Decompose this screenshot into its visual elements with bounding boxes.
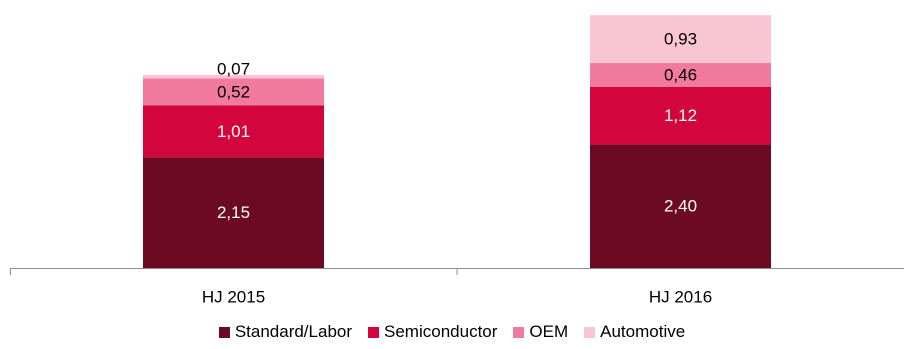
legend-swatch	[368, 326, 380, 338]
bar-segment	[590, 63, 771, 87]
data-label: 0,52	[217, 82, 250, 101]
legend-item: OEM	[513, 322, 568, 342]
data-label: 1,01	[217, 122, 250, 141]
bar-segment	[590, 15, 771, 64]
data-label: 2,40	[664, 197, 697, 216]
legend-label: Automotive	[600, 322, 686, 341]
legend-swatch	[584, 326, 596, 338]
legend-item: Semiconductor	[368, 322, 497, 342]
bars-layer	[143, 15, 771, 268]
bar-segment	[590, 86, 771, 145]
data-label: 1,12	[664, 106, 697, 125]
bar-segment	[143, 78, 324, 106]
data-label: 0,46	[664, 65, 697, 84]
x-tick-label: HJ 2015	[202, 288, 265, 307]
data-labels-layer: 2,15 1,01 0,52 0,07 2,40 1,12 0,46 0,93	[217, 30, 697, 223]
legend-label: OEM	[529, 322, 569, 341]
legend: Standard/Labor Semiconductor OEM Automotive	[0, 322, 904, 342]
x-axis: HJ 2015 HJ 2016	[10, 268, 904, 307]
x-tick-label: HJ 2016	[649, 288, 712, 307]
bar-segment	[143, 74, 324, 79]
legend-swatch	[218, 326, 230, 338]
bar-segment	[590, 144, 771, 268]
data-label: 0,07	[217, 59, 250, 78]
bar-segment	[143, 105, 324, 158]
data-label: 0,93	[664, 30, 697, 49]
legend-label: Standard/Labor	[234, 322, 353, 341]
legend-item: Standard/Labor	[218, 322, 353, 342]
data-label: 2,15	[217, 203, 250, 222]
legend-label: Semiconductor	[384, 322, 498, 341]
legend-swatch	[513, 326, 525, 338]
legend-item: Automotive	[584, 322, 685, 342]
bar-segment	[143, 157, 324, 268]
